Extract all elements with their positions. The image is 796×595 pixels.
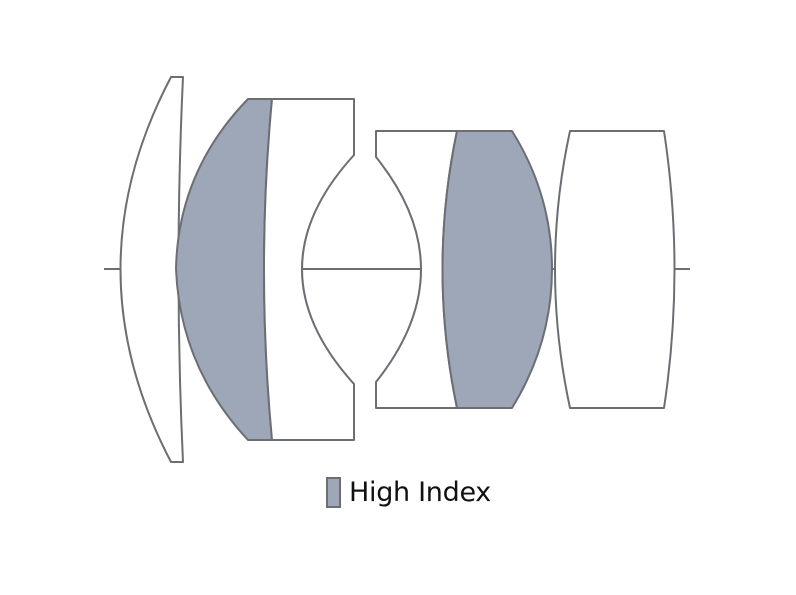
- legend-swatch-high-index: [326, 476, 341, 508]
- lens-element-5: [441, 130, 553, 409]
- lens-element-1: [119, 76, 184, 463]
- legend-label: High Index: [349, 476, 491, 508]
- lens-element-6: [554, 130, 676, 409]
- legend: High Index: [326, 474, 491, 510]
- lens-element-2: [175, 98, 273, 441]
- lens-element-3: [263, 98, 355, 441]
